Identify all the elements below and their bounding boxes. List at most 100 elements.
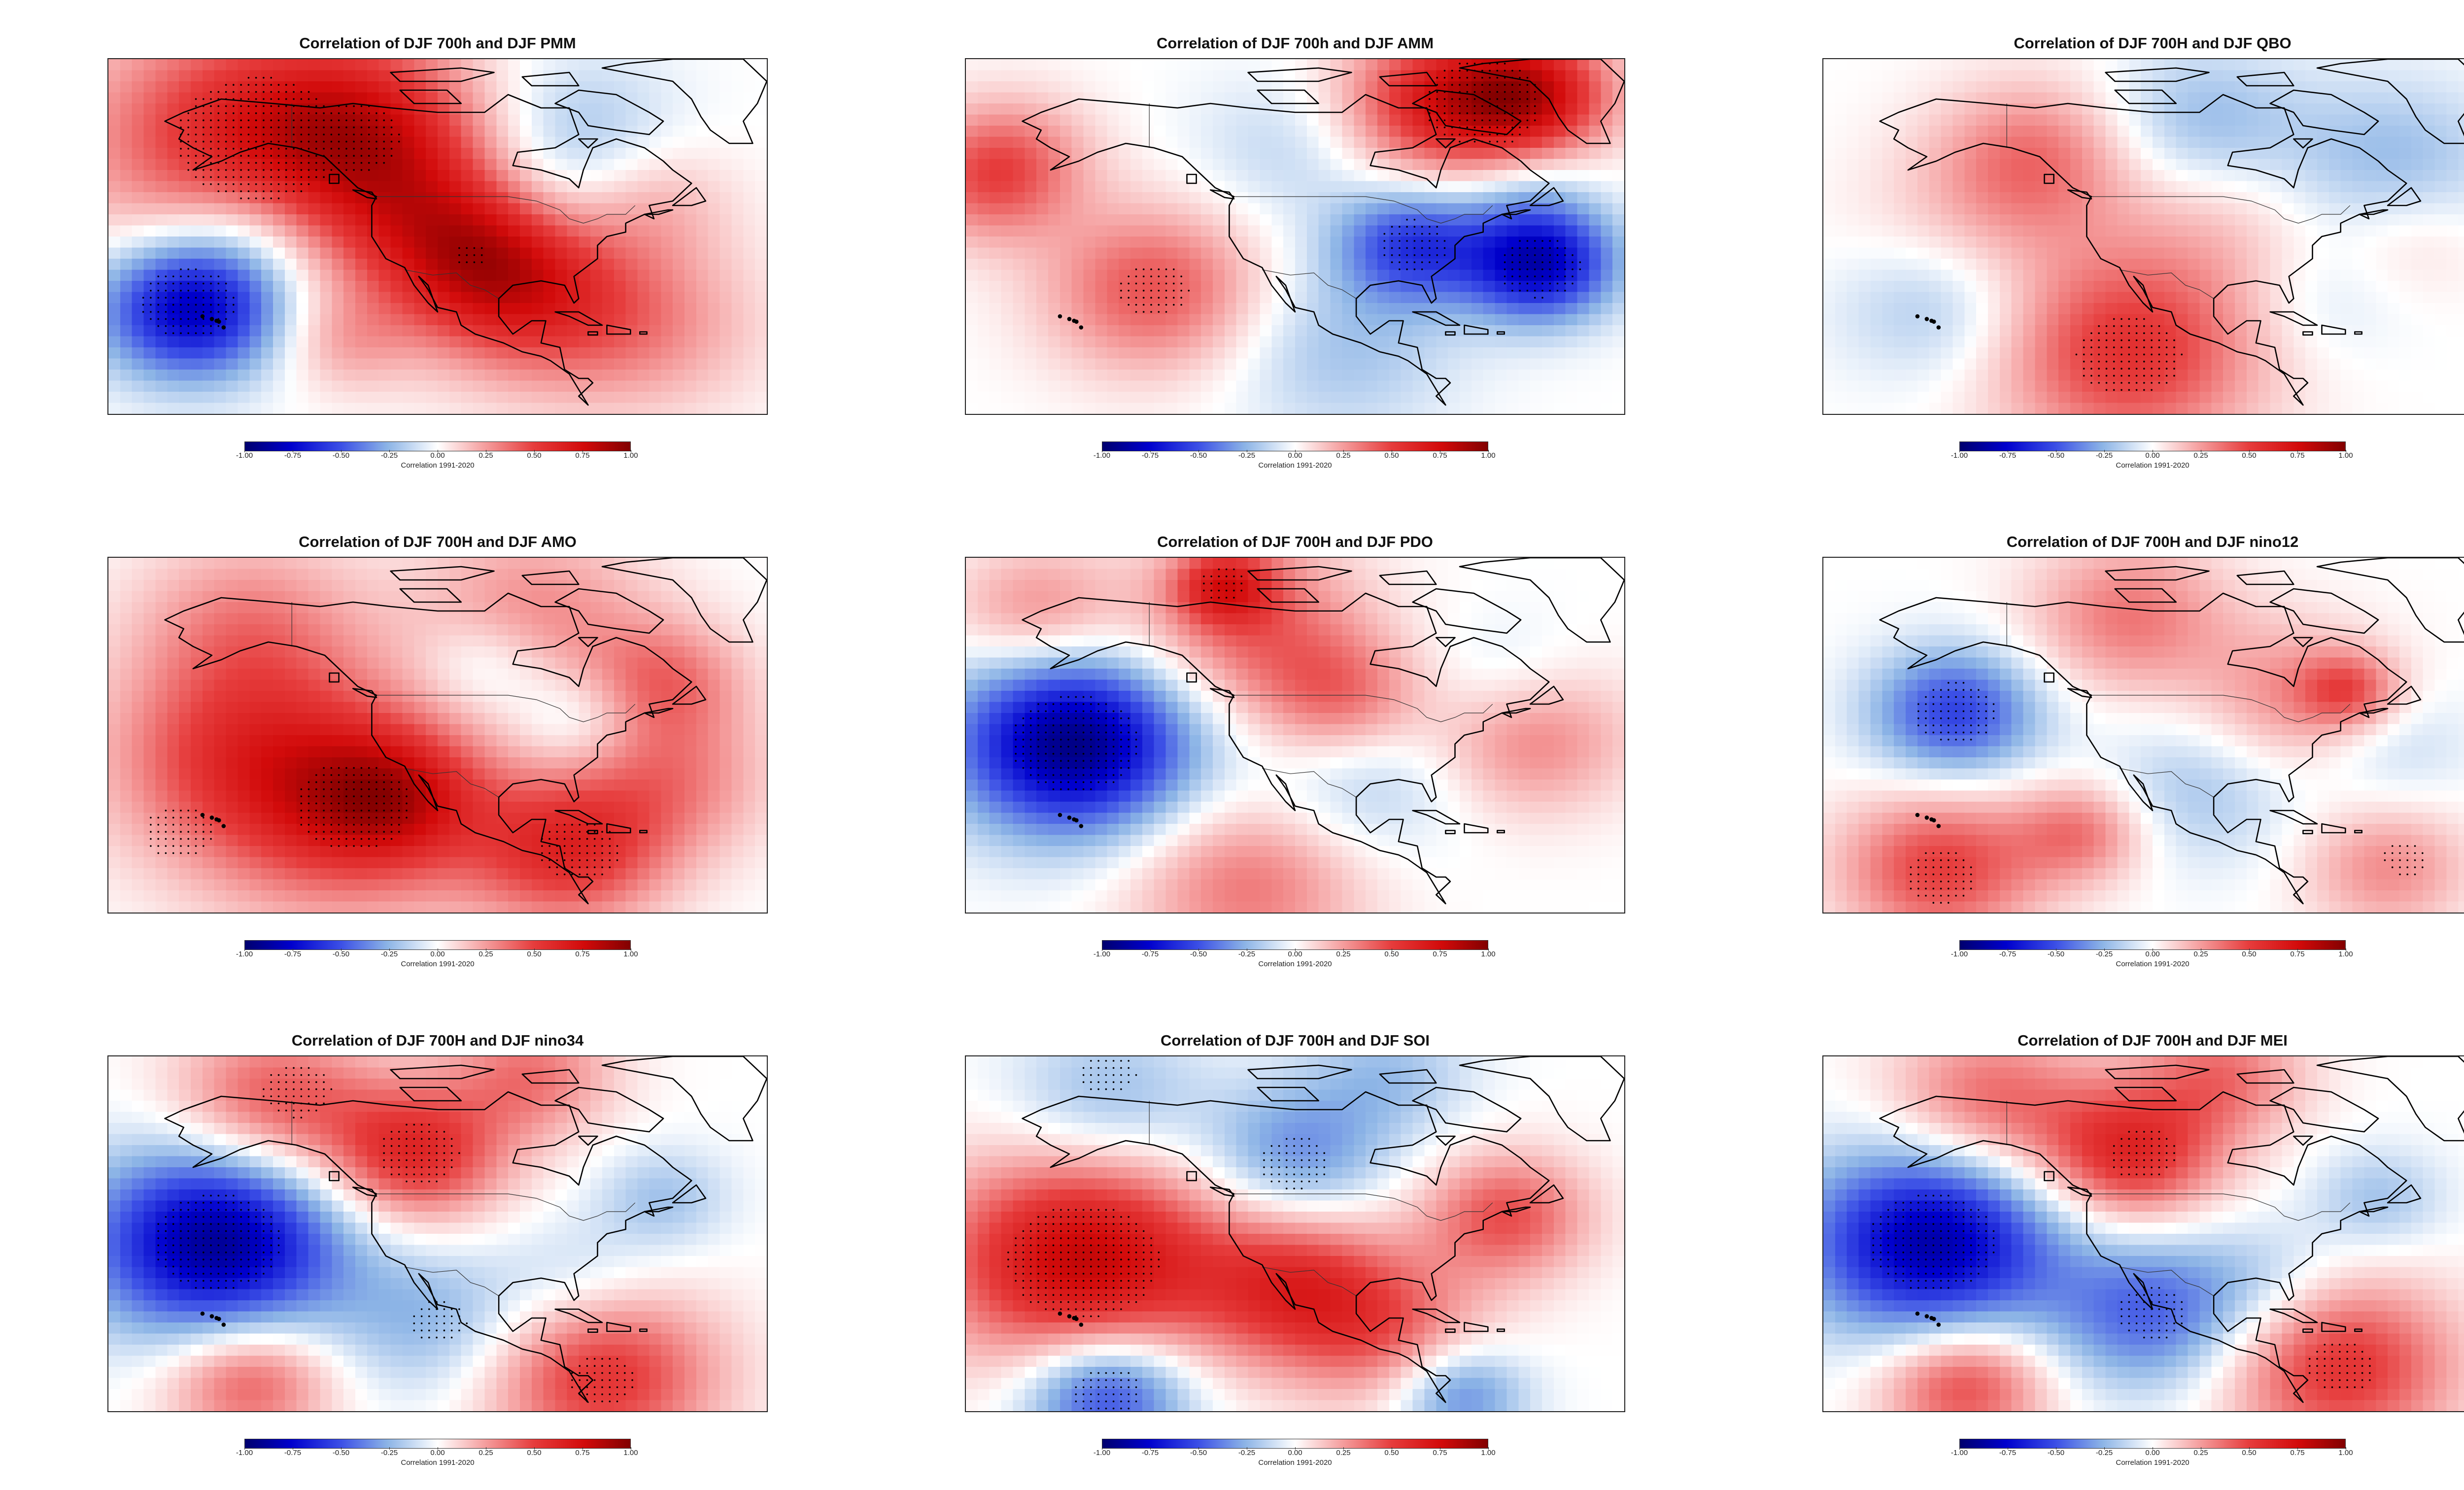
colorbar-tick-label: -1.00	[1087, 1447, 1117, 1457]
colorbar-ticks: -1.00 -0.75 -0.50 -0.25 0.00 0.25 0.50 0.75 1.00	[1951, 450, 2353, 466]
colorbar-tick-label: -0.25	[1232, 450, 1262, 460]
colorbar-tick-label: 0.50	[519, 948, 549, 958]
colorbar-tick-label: -1.00	[1945, 450, 1974, 460]
colorbar-ticks: -1.00 -0.75 -0.50 -0.25 0.00 0.25 0.50 0.75 1.00	[1951, 948, 2353, 965]
colorbar-tick-label: -0.75	[1135, 1447, 1165, 1457]
colorbar-label: Correlation 1991-2020	[1258, 960, 1332, 968]
correlation-map	[965, 557, 1625, 914]
colorbar-tick-label: 0.50	[1377, 1447, 1406, 1457]
colorbar-tick-label: 0.25	[1329, 948, 1358, 958]
significance-stipple	[1120, 63, 1581, 313]
colorbar-tick-label: 0.00	[1280, 450, 1310, 460]
colorbar-tick-label: 0.00	[423, 1447, 452, 1457]
colorbar-tick-label: 0.50	[519, 450, 549, 460]
colorbar-ticks: -1.00 -0.75 -0.50 -0.25 0.00 0.25 0.50 0.75 1.00	[1094, 948, 1496, 965]
colorbar-tick-label: 1.00	[616, 450, 646, 460]
colorbar-tick-label: 0.50	[2234, 1447, 2264, 1457]
colorbar-tick-label: -0.25	[2089, 1447, 2119, 1457]
colorbar-tick-label: 0.00	[2138, 450, 2167, 460]
map-canvas	[108, 59, 767, 414]
coastlines	[1022, 59, 1624, 406]
colorbar-tick-label: -0.75	[1135, 948, 1165, 958]
country-borders	[1149, 602, 1493, 798]
country-borders	[291, 103, 636, 299]
colorbar-tick-label: 0.75	[2283, 1447, 2312, 1457]
panel-title: Correlation of DJF 700H and DJF PDO	[1157, 533, 1433, 550]
significance-stipple	[1872, 1131, 2371, 1388]
map-panel: Correlation of DJF 700h and DJF AMM -1.00…	[965, 34, 1625, 487]
colorbar-ticks: -1.00 -0.75 -0.50 -0.25 0.00 0.25 0.50 0.75 1.00	[236, 948, 638, 965]
colorbar-tick-label: -0.50	[326, 1447, 356, 1457]
colorbar-tick-label: 1.00	[2331, 948, 2361, 958]
map-canvas	[966, 59, 1624, 414]
colorbar-tick-label: 0.00	[423, 948, 452, 958]
colorbar-label: Correlation 1991-2020	[401, 960, 475, 968]
colorbar-tick-label: 0.25	[471, 450, 501, 460]
colorbar-tick-label: 1.00	[2331, 450, 2361, 460]
correlation-field	[108, 59, 767, 414]
colorbar-tick-label: -0.75	[278, 1447, 308, 1457]
correlation-field	[1823, 59, 2464, 414]
colorbar-tick-label: 0.00	[2138, 1447, 2167, 1457]
colorbar-tick-label: -1.00	[1087, 450, 1117, 460]
colorbar-tick-label: -0.50	[1184, 1447, 1213, 1457]
correlation-field	[966, 558, 1624, 913]
colorbar-tick-label: -0.50	[1184, 450, 1213, 460]
panel-title: Correlation of DJF 700H and DJF nino34	[291, 1032, 584, 1049]
significance-stipple	[157, 1067, 633, 1402]
colorbar-tick-label: 1.00	[1473, 450, 1503, 460]
colorbar-tick-label: 0.75	[568, 1447, 597, 1457]
map-canvas	[1823, 558, 2464, 913]
colorbar-tick-label: 0.75	[1425, 948, 1455, 958]
colorbar-tick-label: -0.75	[278, 450, 308, 460]
colorbar-label: Correlation 1991-2020	[401, 461, 475, 470]
correlation-field	[966, 1056, 1624, 1411]
significance-stipple	[150, 767, 618, 876]
colorbar-tick-label: 0.25	[471, 948, 501, 958]
correlation-field	[108, 1056, 767, 1411]
colorbar-tick-label: 0.25	[1329, 450, 1358, 460]
colorbar-label: Correlation 1991-2020	[2116, 461, 2190, 470]
coastlines	[164, 1056, 767, 1403]
colorbar-label: Correlation 1991-2020	[1258, 461, 1332, 470]
map-panel: Correlation of DJF 700H and DJF MEI -1.00…	[1822, 1031, 2464, 1484]
colorbar-tick-label: -0.50	[1184, 948, 1213, 958]
correlation-map	[965, 1055, 1625, 1412]
colorbar-tick-label: -0.25	[375, 948, 404, 958]
colorbar-tick-label: -1.00	[1945, 948, 1974, 958]
colorbar-tick-label: -0.25	[2089, 948, 2119, 958]
coastlines	[1879, 59, 2464, 406]
correlation-map	[965, 58, 1625, 415]
coastlines	[1022, 558, 1624, 905]
colorbar-tick-label: 1.00	[1473, 1447, 1503, 1457]
map-panel: Correlation of DJF 700h and DJF PMM -1.00…	[107, 34, 768, 487]
colorbar-tick-label: -0.25	[1232, 1447, 1262, 1457]
correlation-map	[107, 58, 768, 415]
map-panel: Correlation of DJF 700H and DJF AMO -1.00…	[107, 532, 768, 985]
country-borders	[291, 1101, 636, 1296]
correlation-map	[1822, 58, 2464, 415]
map-canvas	[1823, 59, 2464, 414]
significance-stipple	[1015, 568, 1242, 790]
colorbar-tick-label: 0.25	[2186, 450, 2216, 460]
significance-stipple	[1007, 1060, 1325, 1410]
map-panel: Correlation of DJF 700H and DJF QBO -1.00…	[1822, 34, 2464, 487]
colorbar-tick-label: 0.25	[1329, 1447, 1358, 1457]
colorbar-tick-label: -1.00	[1087, 948, 1117, 958]
colorbar-tick-label: 1.00	[2331, 1447, 2361, 1457]
colorbar-tick-label: -0.75	[1135, 450, 1165, 460]
colorbar-tick-label: 0.00	[1280, 948, 1310, 958]
colorbar-tick-label: 0.50	[1377, 450, 1406, 460]
country-borders	[2006, 602, 2351, 798]
panel-title: Correlation of DJF 700h and DJF PMM	[299, 34, 576, 52]
country-borders	[2006, 103, 2351, 299]
colorbar-tick-label: -1.00	[230, 948, 259, 958]
correlation-map	[1822, 1055, 2464, 1412]
colorbar-tick-label: 0.75	[1425, 450, 1455, 460]
colorbar-tick-label: 1.00	[616, 948, 646, 958]
coastlines	[164, 59, 767, 406]
correlation-map	[107, 557, 768, 914]
colorbar-tick-label: -1.00	[230, 450, 259, 460]
colorbar-tick-label: -0.50	[2041, 1447, 2071, 1457]
correlation-field	[108, 558, 767, 913]
